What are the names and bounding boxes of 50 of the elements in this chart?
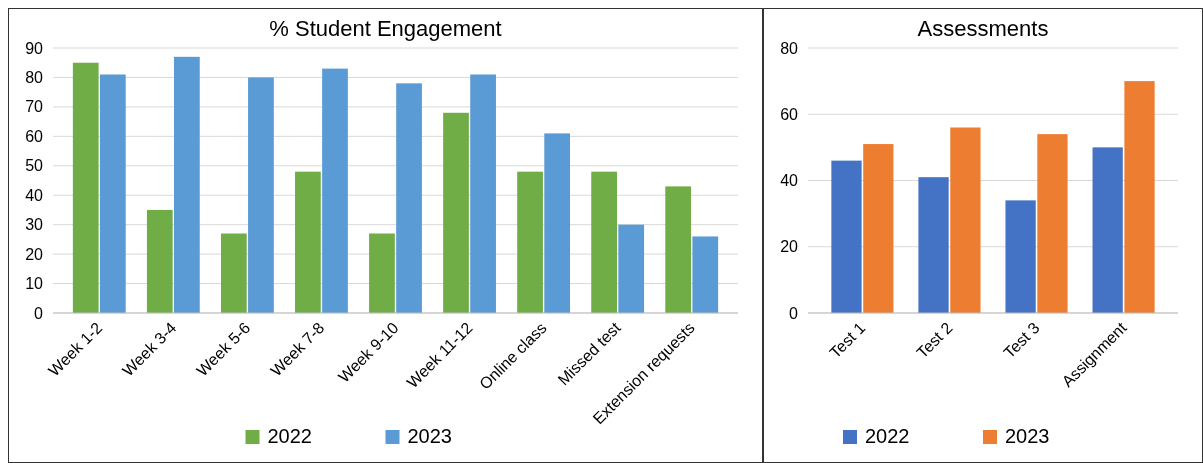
bar xyxy=(295,171,321,313)
y-tick-label: 20 xyxy=(780,238,799,256)
bar xyxy=(322,68,348,313)
bar xyxy=(1092,147,1123,313)
bar xyxy=(174,56,200,313)
y-tick-label: 50 xyxy=(25,157,44,175)
bar xyxy=(618,224,645,313)
bar xyxy=(72,62,99,313)
y-tick-label: 30 xyxy=(25,216,44,234)
bar xyxy=(248,77,274,313)
y-tick-label: 60 xyxy=(25,127,44,145)
bar xyxy=(863,144,894,313)
y-tick-label: 80 xyxy=(780,39,799,57)
legend-label: 2023 xyxy=(1005,425,1050,447)
legend-label: 2023 xyxy=(407,425,452,447)
bar xyxy=(1037,134,1068,313)
y-tick-label: 40 xyxy=(25,186,44,204)
bar xyxy=(692,236,719,313)
bar xyxy=(665,186,692,313)
chart-title: Assessments xyxy=(917,16,1049,41)
legend-label: 2022 xyxy=(267,425,312,447)
y-tick-label: 70 xyxy=(25,98,44,116)
bar xyxy=(591,171,617,313)
y-tick-label: 90 xyxy=(25,39,44,57)
bar xyxy=(1005,200,1036,313)
bar xyxy=(146,209,173,313)
bar xyxy=(950,127,981,313)
y-tick-label: 20 xyxy=(25,245,44,263)
chart-title: % Student Engagement xyxy=(269,16,502,41)
bar xyxy=(1124,81,1155,313)
x-tick-label: Test 1 xyxy=(826,318,869,362)
bar xyxy=(220,233,247,313)
legend-label: 2022 xyxy=(865,425,910,447)
bar xyxy=(443,112,469,313)
bar xyxy=(369,233,395,313)
bar xyxy=(396,83,422,313)
y-tick-label: 60 xyxy=(780,105,799,123)
bar xyxy=(470,74,496,313)
x-tick-label: Test 2 xyxy=(913,318,956,362)
bar xyxy=(99,74,126,313)
y-tick-label: 0 xyxy=(34,304,44,322)
bar xyxy=(918,177,949,313)
bar xyxy=(517,171,543,313)
bar xyxy=(831,160,862,313)
y-tick-label: 10 xyxy=(25,275,44,293)
y-tick-label: 40 xyxy=(780,172,799,190)
x-tick-label: Test 3 xyxy=(1000,318,1043,362)
y-tick-label: 80 xyxy=(25,69,44,87)
bar xyxy=(544,133,571,313)
y-tick-label: 0 xyxy=(789,304,799,322)
